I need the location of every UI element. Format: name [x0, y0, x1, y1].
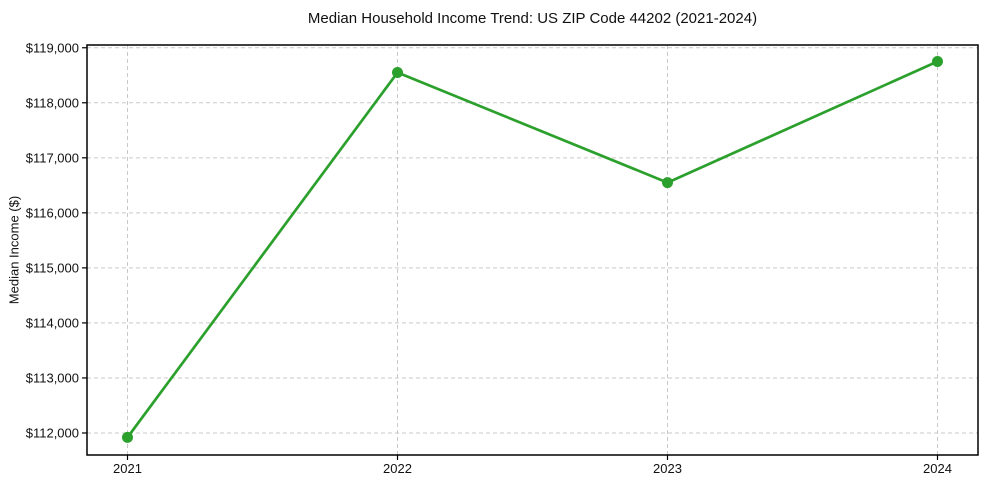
income-trend-line: [126, 60, 939, 439]
data-point-2022: [392, 67, 403, 79]
data-point-2024: [932, 56, 943, 68]
y-tick-label: $117,000: [26, 150, 79, 165]
x-tick-label: 2023: [653, 461, 682, 476]
y-tick-label: $114,000: [26, 315, 79, 330]
y-tick-label: $116,000: [26, 205, 79, 220]
y-tick-label: $119,000: [26, 40, 79, 55]
y-tick-label: $118,000: [26, 95, 79, 110]
chart-title: Median Household Income Trend: US ZIP Co…: [307, 10, 758, 27]
y-axis-label: Median Income ($): [6, 195, 22, 305]
y-tick-label: $115,000: [26, 260, 79, 275]
x-tick-label: 2024: [923, 461, 952, 476]
y-tick-label: $113,000: [26, 370, 79, 385]
data-point-2023: [662, 177, 673, 189]
data-point-2021: [122, 431, 133, 443]
y-tick-label: $112,000: [26, 425, 79, 440]
x-tick-label: 2022: [383, 461, 412, 476]
plot-frame: [86, 44, 979, 456]
x-tick-label: 2021: [113, 461, 142, 476]
